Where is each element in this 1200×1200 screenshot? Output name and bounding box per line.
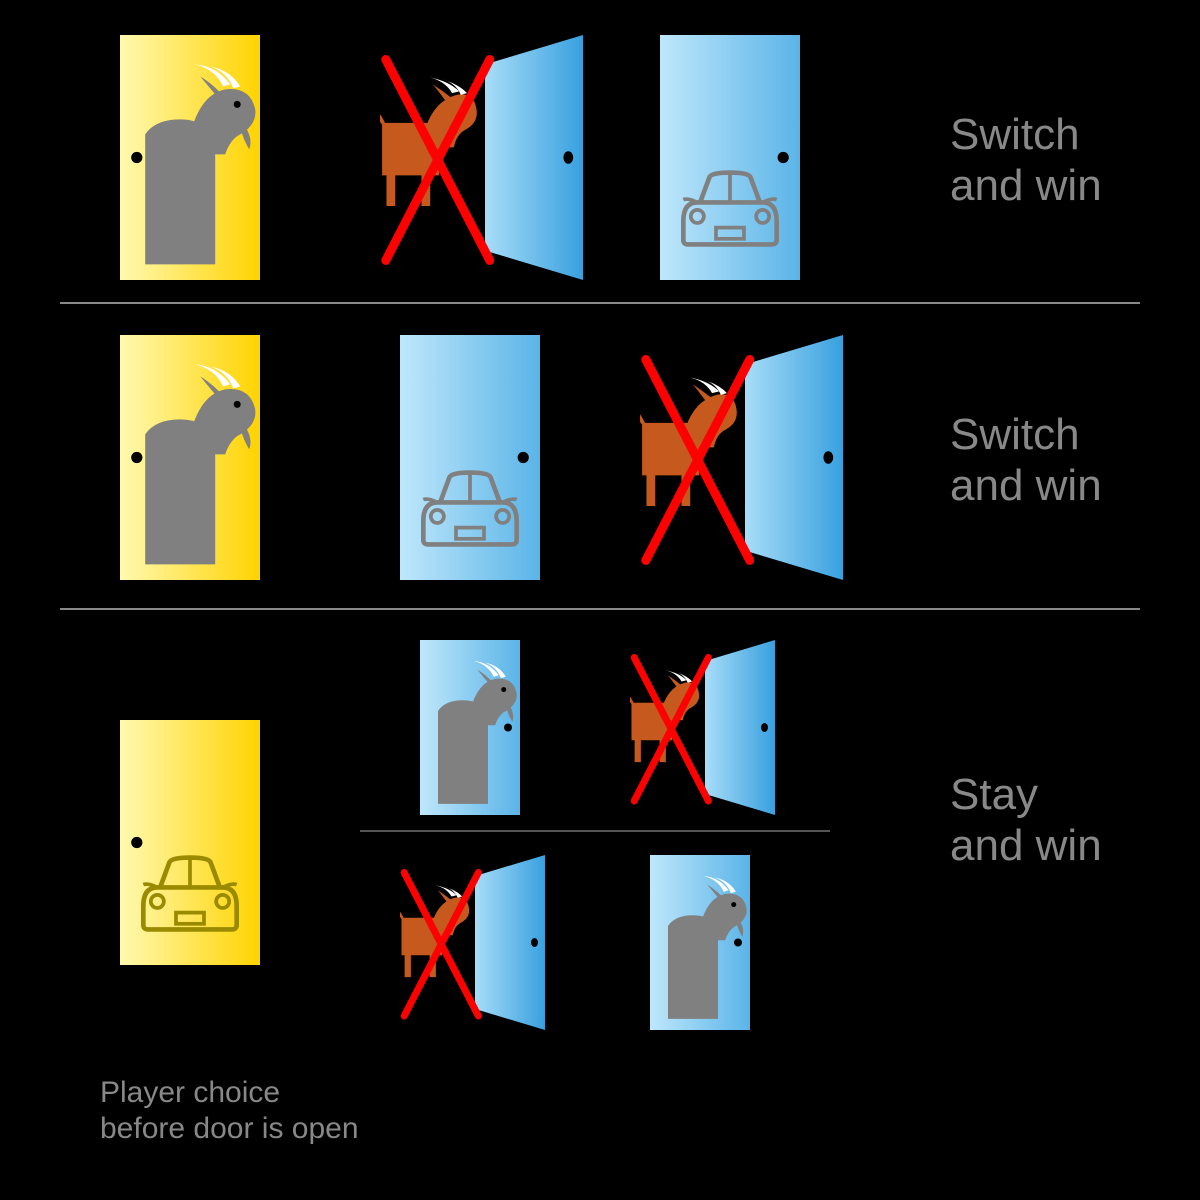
door-other-goat-closed [420,640,520,815]
outcome-label: Switch and win [950,410,1102,511]
door-host-goat-open [630,640,790,815]
door-other-car-closed [660,35,800,280]
door-host-goat-open [640,335,864,580]
caption: Player choice before door is open [100,1075,359,1147]
outcome-label: Switch and win [950,110,1102,211]
door-player-goat-closed [120,35,260,280]
door-host-goat-open [400,855,560,1030]
row-divider [60,608,1140,610]
row-divider [60,302,1140,304]
outcome-label: Stay and win [950,770,1102,871]
door-other-car-closed [400,335,540,580]
sub-divider [360,830,830,832]
door-host-goat-open [380,35,604,280]
door-player-goat-closed [120,335,260,580]
door-player-car-closed [120,720,260,965]
door-other-goat-closed [650,855,750,1030]
